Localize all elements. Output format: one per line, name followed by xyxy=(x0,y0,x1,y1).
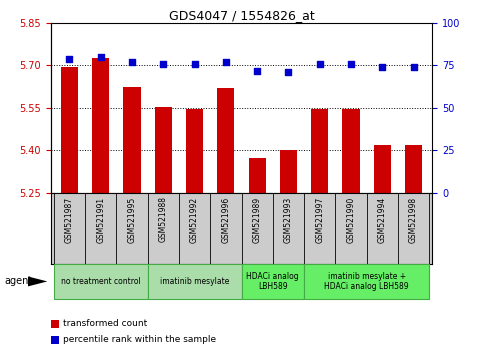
Bar xyxy=(311,109,328,193)
Text: GSM521993: GSM521993 xyxy=(284,196,293,243)
Bar xyxy=(280,150,297,193)
Text: GSM521996: GSM521996 xyxy=(221,196,230,243)
Point xyxy=(97,54,105,60)
Point xyxy=(159,61,167,67)
Text: GSM521998: GSM521998 xyxy=(409,196,418,242)
Bar xyxy=(186,109,203,193)
Bar xyxy=(148,264,242,299)
Point xyxy=(128,59,136,65)
Bar xyxy=(249,158,266,193)
Bar xyxy=(217,88,234,193)
Point xyxy=(378,64,386,70)
Text: GSM521989: GSM521989 xyxy=(253,196,262,242)
Text: GSM521997: GSM521997 xyxy=(315,196,324,243)
Point xyxy=(191,61,199,67)
Text: transformed count: transformed count xyxy=(63,319,147,329)
Point xyxy=(410,64,417,70)
Text: GSM521990: GSM521990 xyxy=(346,196,355,243)
Text: imatinib mesylate +
HDACi analog LBH589: imatinib mesylate + HDACi analog LBH589 xyxy=(324,272,409,291)
Text: GSM521992: GSM521992 xyxy=(190,196,199,242)
Point xyxy=(66,56,73,62)
Bar xyxy=(374,145,391,193)
Bar xyxy=(61,67,78,193)
Text: GSM521991: GSM521991 xyxy=(96,196,105,242)
Point xyxy=(222,59,230,65)
Bar xyxy=(155,107,172,193)
Polygon shape xyxy=(28,276,47,286)
Bar xyxy=(242,264,304,299)
Text: percentile rank within the sample: percentile rank within the sample xyxy=(63,335,216,344)
Point xyxy=(284,69,292,75)
Point xyxy=(316,61,324,67)
Bar xyxy=(124,87,141,193)
Text: agent: agent xyxy=(5,276,33,286)
Text: imatinib mesylate: imatinib mesylate xyxy=(160,277,229,286)
Bar xyxy=(54,264,148,299)
Text: GSM521988: GSM521988 xyxy=(159,196,168,242)
Text: GSM521987: GSM521987 xyxy=(65,196,74,242)
Text: HDACi analog
LBH589: HDACi analog LBH589 xyxy=(246,272,299,291)
Bar xyxy=(92,58,109,193)
Bar xyxy=(342,109,359,193)
Text: no treatment control: no treatment control xyxy=(61,277,141,286)
Point xyxy=(347,61,355,67)
Point xyxy=(253,68,261,73)
Bar xyxy=(304,264,429,299)
Text: GSM521995: GSM521995 xyxy=(128,196,137,243)
Title: GDS4047 / 1554826_at: GDS4047 / 1554826_at xyxy=(169,9,314,22)
Bar xyxy=(405,145,422,193)
Text: GSM521994: GSM521994 xyxy=(378,196,387,243)
